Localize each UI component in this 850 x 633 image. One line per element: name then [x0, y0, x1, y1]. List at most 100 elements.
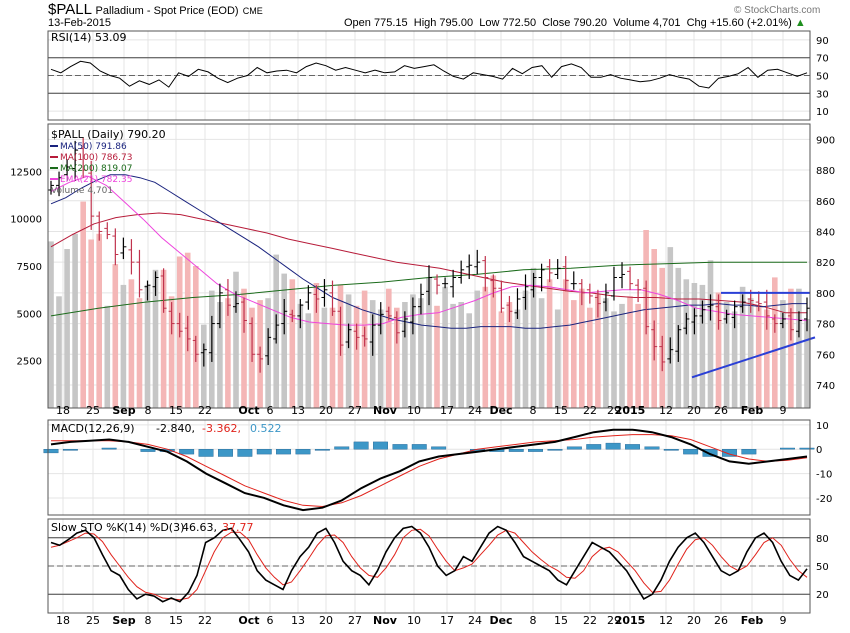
x-axis-label: 8 — [145, 614, 152, 627]
volume-bar — [804, 319, 810, 408]
macd-histogram-bar — [799, 447, 815, 450]
volume-bar — [136, 298, 143, 408]
volume-bar — [498, 311, 505, 408]
price-legend: $PALL (Daily) 790.20 — [51, 128, 166, 141]
volume-bar — [297, 303, 304, 408]
volume-bar — [289, 279, 296, 408]
x-axis-label: 15 — [554, 614, 568, 627]
volume-bar — [627, 296, 633, 408]
symbol-title: $PALL Palladium - Spot Price (EOD) CME — [48, 1, 263, 18]
macd-histogram-bar — [217, 449, 233, 457]
x-axis-label: 8 — [145, 404, 152, 417]
ma50-line — [50, 174, 807, 329]
volume-bar — [667, 247, 674, 408]
volume-bar — [715, 292, 722, 408]
sto-d-legend-value: 37.77 — [222, 521, 254, 534]
volume-bar — [755, 305, 762, 408]
x-axis-label: Sep — [112, 404, 135, 417]
volume-bar — [587, 307, 593, 408]
volume-bar — [579, 288, 585, 408]
volume-bar — [747, 298, 754, 408]
x-axis-label: Sep — [112, 614, 135, 627]
price-tick-label: 840 — [816, 227, 835, 238]
volume-bar — [112, 264, 119, 408]
volume-bar — [88, 239, 94, 408]
macd-histogram-bar — [566, 446, 582, 450]
volume-legend: Volume 4,701 — [51, 186, 113, 196]
volume-bar — [160, 269, 167, 408]
sto-tick-label: 20 — [816, 590, 829, 601]
x-axis-label: Feb — [741, 404, 764, 417]
x-axis-label: 22 — [198, 614, 212, 627]
change-arrow-icon: ▲ — [794, 17, 806, 29]
x-axis-label: 22 — [198, 404, 212, 417]
volume-bar — [691, 283, 698, 408]
volume-bar — [772, 277, 778, 408]
volume-bar — [466, 313, 472, 408]
macd-histogram-bar — [237, 449, 253, 457]
sto-k-legend-value: 46.63, — [182, 521, 217, 534]
macd-histogram-bar — [508, 449, 524, 452]
sto-tick-label: 80 — [816, 534, 829, 545]
rsi-tick-label: 50 — [816, 72, 829, 83]
volume-tick-label: 12500 — [10, 167, 42, 178]
volume-bar — [450, 303, 456, 408]
volume-bar — [96, 233, 102, 408]
macd-histogram-bar — [256, 449, 272, 455]
macd-line — [50, 428, 808, 512]
macd-histogram-bar — [741, 449, 757, 455]
volume-bar — [458, 302, 464, 408]
volume-bar — [474, 290, 480, 408]
volume-bar — [321, 307, 328, 408]
macd-histogram-bar — [431, 446, 447, 450]
macd-signal-legend-value: -3.362, — [202, 422, 241, 435]
x-axis-label: 9 — [780, 404, 787, 417]
volume-tick-label: 5000 — [17, 309, 42, 320]
x-axis-label: 26 — [714, 614, 728, 627]
macd-tick-label: -20 — [816, 494, 832, 505]
volume-bar — [144, 284, 151, 408]
x-axis-label: 17 — [440, 614, 454, 627]
volume-tick-label: 7500 — [17, 262, 42, 273]
price-tick-label: 760 — [816, 350, 835, 361]
exchange: CME — [242, 6, 263, 16]
close-value: Close 790.20 — [542, 17, 608, 29]
x-axis-label: 2015 — [615, 404, 646, 417]
volume-bar — [707, 260, 714, 408]
rsi-legend: RSI(14) 53.09 — [51, 31, 126, 44]
volume-bar — [764, 309, 770, 408]
ema21-line — [50, 175, 808, 326]
open-value: Open 775.15 — [344, 17, 408, 29]
volume-bar — [506, 302, 513, 408]
volume-bar — [490, 275, 497, 408]
sto-tick-label: 50 — [816, 562, 829, 573]
macd-histogram-bar — [644, 446, 660, 450]
macd-histogram-bar — [314, 449, 330, 451]
ma50-legend: MA(50) 791.86 — [60, 142, 127, 152]
x-axis-label: 18 — [56, 404, 70, 417]
macd-histogram-bar — [198, 449, 214, 457]
volume-bar — [305, 313, 312, 408]
rsi-tick-label: 10 — [816, 107, 829, 118]
x-axis-label: 17 — [440, 404, 454, 417]
x-axis-label: 6 — [267, 404, 274, 417]
volume-bar — [80, 201, 86, 408]
volume-bar — [426, 277, 432, 408]
volume-bar — [530, 267, 537, 408]
macd-histogram-bar — [702, 449, 718, 457]
macd-histogram-bar — [547, 449, 563, 451]
volume-bar — [619, 303, 625, 408]
volume-bar — [780, 300, 786, 408]
x-axis-label: 20 — [319, 404, 333, 417]
ohlc-summary: Open 775.15 High 795.00 Low 772.50 Close… — [344, 17, 806, 29]
macd-histogram-bar — [625, 444, 640, 450]
volume-bar — [72, 233, 78, 408]
volume-bar — [361, 290, 368, 408]
macd-histogram-bar — [179, 449, 195, 455]
rsi-tick-label: 70 — [816, 54, 829, 65]
volume-value: Volume 4,701 — [613, 17, 681, 29]
volume-bar — [538, 298, 545, 408]
price-tick-label: 860 — [816, 197, 835, 208]
x-axis-label: 15 — [169, 404, 183, 417]
macd-signal-line — [51, 434, 808, 508]
